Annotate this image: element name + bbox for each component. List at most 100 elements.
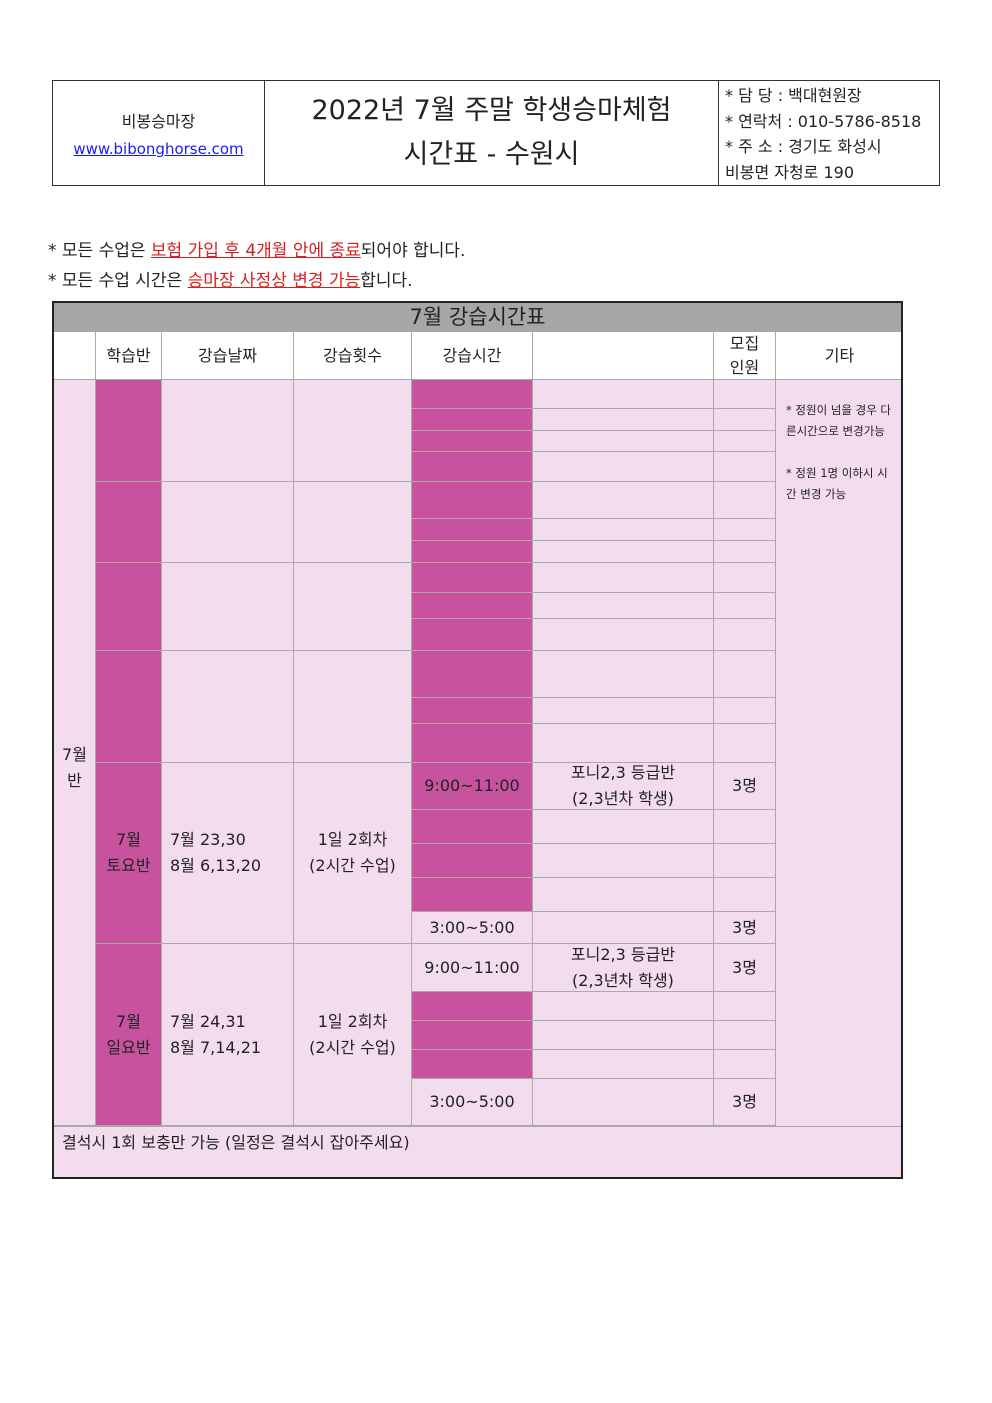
cap-empty <box>714 810 776 844</box>
count-empty <box>294 563 412 651</box>
desc-empty <box>533 992 714 1021</box>
time-empty <box>412 878 533 912</box>
time-sunday-morning: 9:00~11:00 <box>412 944 533 992</box>
website-link[interactable]: www.bibonghorse.com <box>73 140 244 158</box>
desc-empty <box>533 519 714 541</box>
cap-empty <box>714 482 776 519</box>
table-title: 7월 강습시간표 <box>54 303 901 333</box>
desc-empty <box>533 878 714 912</box>
table-footer-note: 결석시 1회 보충만 가능 (일정은 결석시 잡아주세요) <box>54 1126 901 1177</box>
time-empty <box>412 844 533 878</box>
time-saturday-morning: 9:00~11:00 <box>412 763 533 810</box>
cap-empty <box>714 593 776 619</box>
dates-saturday: 7월 23,30 8월 6,13,20 <box>162 763 294 944</box>
time-empty <box>412 431 533 452</box>
count-saturday: 1일 2회차 (2시간 수업) <box>294 763 412 944</box>
count-empty <box>294 651 412 763</box>
time-empty <box>412 380 533 409</box>
time-empty <box>412 541 533 563</box>
col-header-count: 강습횟수 <box>294 332 412 380</box>
desc-empty <box>533 1050 714 1079</box>
note-text: 되어야 합니다. <box>360 241 466 261</box>
desc-sunday: 포니2,3 등급반 (2,3년차 학생) <box>533 944 714 992</box>
time-empty <box>412 563 533 593</box>
desc-empty <box>533 651 714 698</box>
note-text: * 모든 수업 시간은 <box>48 271 188 291</box>
time-saturday-afternoon: 3:00~5:00 <box>412 912 533 944</box>
contact-address-2: 비봉면 자청로 190 <box>725 162 855 182</box>
cap-empty <box>714 452 776 482</box>
time-empty <box>412 593 533 619</box>
desc-empty <box>533 593 714 619</box>
cap-sunday-afternoon: 3명 <box>714 1079 776 1126</box>
month-label: 7월 반 <box>54 380 96 1126</box>
cap-empty <box>714 1050 776 1079</box>
time-empty <box>412 698 533 724</box>
desc-empty <box>533 380 714 409</box>
contact-address: * 주 소 : 경기도 화성시 <box>725 137 882 156</box>
note-schedule-change: * 모든 수업 시간은 승마장 사정상 변경 가능합니다. <box>48 266 413 291</box>
time-empty <box>412 452 533 482</box>
count-empty <box>294 380 412 482</box>
dates-sunday: 7월 24,31 8월 7,14,21 <box>162 944 294 1126</box>
count-sunday: 1일 2회차 (2시간 수업) <box>294 944 412 1126</box>
cap-sunday-morning: 3명 <box>714 944 776 992</box>
desc-empty <box>533 541 714 563</box>
time-empty <box>412 619 533 651</box>
class-sunday: 7월 일요반 <box>96 944 162 1126</box>
desc-empty <box>533 912 714 944</box>
cap-empty <box>714 541 776 563</box>
etc-note-minimum: * 정원 1명 이하시 시간 변경 가능 <box>786 466 888 501</box>
time-sunday-afternoon: 3:00~5:00 <box>412 1079 533 1126</box>
cap-empty <box>714 519 776 541</box>
desc-empty <box>533 482 714 519</box>
document-header: 비봉승마장 www.bibonghorse.com 2022년 7월 주말 학생… <box>52 80 940 186</box>
cap-saturday-morning: 3명 <box>714 763 776 810</box>
schedule-table: 7월 강습시간표 학습반 강습날짜 강습횟수 강습시간 모집 인원 기타 7월 … <box>52 301 903 1179</box>
desc-empty <box>533 724 714 763</box>
date-empty <box>162 482 294 563</box>
title-block: 2022년 7월 주말 학생승마체험 시간표 - 수원시 <box>265 81 719 185</box>
date-empty <box>162 563 294 651</box>
class-empty <box>96 563 162 651</box>
contact-block: * 담 당 : 백대현원장 * 연락처 : 010-5786-8518 * 주 … <box>719 81 939 185</box>
time-empty <box>412 810 533 844</box>
etc-note-overflow: * 정원이 넘을 경우 다른시간으로 변경가능 <box>786 403 892 438</box>
desc-empty <box>533 563 714 593</box>
class-saturday: 7월 토요반 <box>96 763 162 944</box>
time-empty <box>412 651 533 698</box>
cap-empty <box>714 698 776 724</box>
cap-saturday-afternoon: 3명 <box>714 912 776 944</box>
desc-empty <box>533 810 714 844</box>
cap-empty <box>714 380 776 409</box>
desc-empty <box>533 844 714 878</box>
time-empty <box>412 1021 533 1050</box>
count-empty <box>294 482 412 563</box>
date-empty <box>162 651 294 763</box>
cap-empty <box>714 1021 776 1050</box>
time-empty <box>412 409 533 431</box>
cap-empty <box>714 563 776 593</box>
cap-empty <box>714 651 776 698</box>
time-empty <box>412 992 533 1021</box>
col-header-capacity: 모집 인원 <box>714 332 776 380</box>
doc-title-line1: 2022년 7월 주말 학생승마체험 <box>311 95 672 126</box>
cap-empty <box>714 619 776 651</box>
cap-empty <box>714 724 776 763</box>
cap-empty <box>714 992 776 1021</box>
desc-empty <box>533 1021 714 1050</box>
cap-empty <box>714 431 776 452</box>
org-name: 비봉승마장 <box>121 112 196 131</box>
desc-empty <box>533 619 714 651</box>
desc-empty <box>533 452 714 482</box>
contact-manager: * 담 당 : 백대현원장 <box>725 86 862 105</box>
col-header-time: 강습시간 <box>412 332 533 380</box>
date-empty <box>162 380 294 482</box>
class-empty <box>96 482 162 563</box>
col-header-blank <box>54 332 96 380</box>
note-highlight: 보험 가입 후 4개월 안에 종료 <box>150 241 361 261</box>
col-header-desc <box>533 332 714 380</box>
cap-empty <box>714 409 776 431</box>
org-block: 비봉승마장 www.bibonghorse.com <box>53 81 265 185</box>
desc-empty <box>533 409 714 431</box>
